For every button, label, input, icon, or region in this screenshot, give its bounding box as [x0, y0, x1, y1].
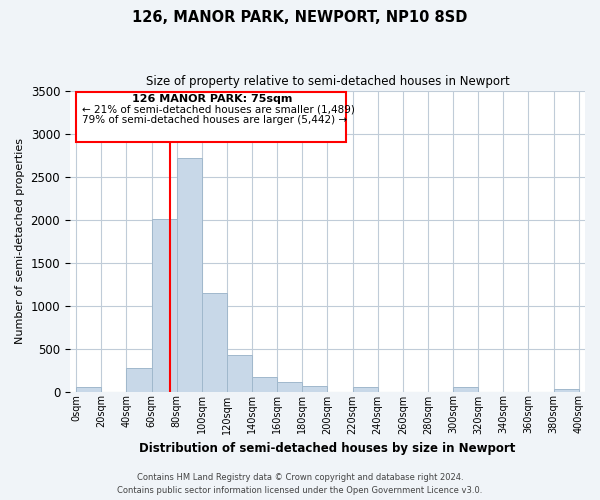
Bar: [152, 218, 176, 392]
Text: ← 21% of semi-detached houses are smaller (1,489): ← 21% of semi-detached houses are smalle…: [82, 104, 355, 115]
FancyBboxPatch shape: [76, 92, 346, 142]
Bar: [76, 387, 101, 392]
Bar: [302, 386, 328, 392]
Title: Size of property relative to semi-detached houses in Newport: Size of property relative to semi-detach…: [146, 75, 509, 88]
Bar: [453, 387, 478, 392]
Bar: [227, 356, 252, 392]
Bar: [176, 158, 202, 392]
Bar: [202, 292, 227, 392]
Bar: [554, 390, 579, 392]
X-axis label: Distribution of semi-detached houses by size in Newport: Distribution of semi-detached houses by …: [139, 442, 515, 455]
Bar: [252, 377, 277, 392]
Bar: [127, 368, 152, 392]
Text: 126, MANOR PARK, NEWPORT, NP10 8SD: 126, MANOR PARK, NEWPORT, NP10 8SD: [133, 10, 467, 25]
Text: Contains HM Land Registry data © Crown copyright and database right 2024.
Contai: Contains HM Land Registry data © Crown c…: [118, 474, 482, 495]
Text: 126 MANOR PARK: 75sqm: 126 MANOR PARK: 75sqm: [131, 94, 292, 104]
Bar: [277, 382, 302, 392]
Bar: [353, 387, 378, 392]
Y-axis label: Number of semi-detached properties: Number of semi-detached properties: [15, 138, 25, 344]
Text: 79% of semi-detached houses are larger (5,442) →: 79% of semi-detached houses are larger (…: [82, 116, 347, 126]
